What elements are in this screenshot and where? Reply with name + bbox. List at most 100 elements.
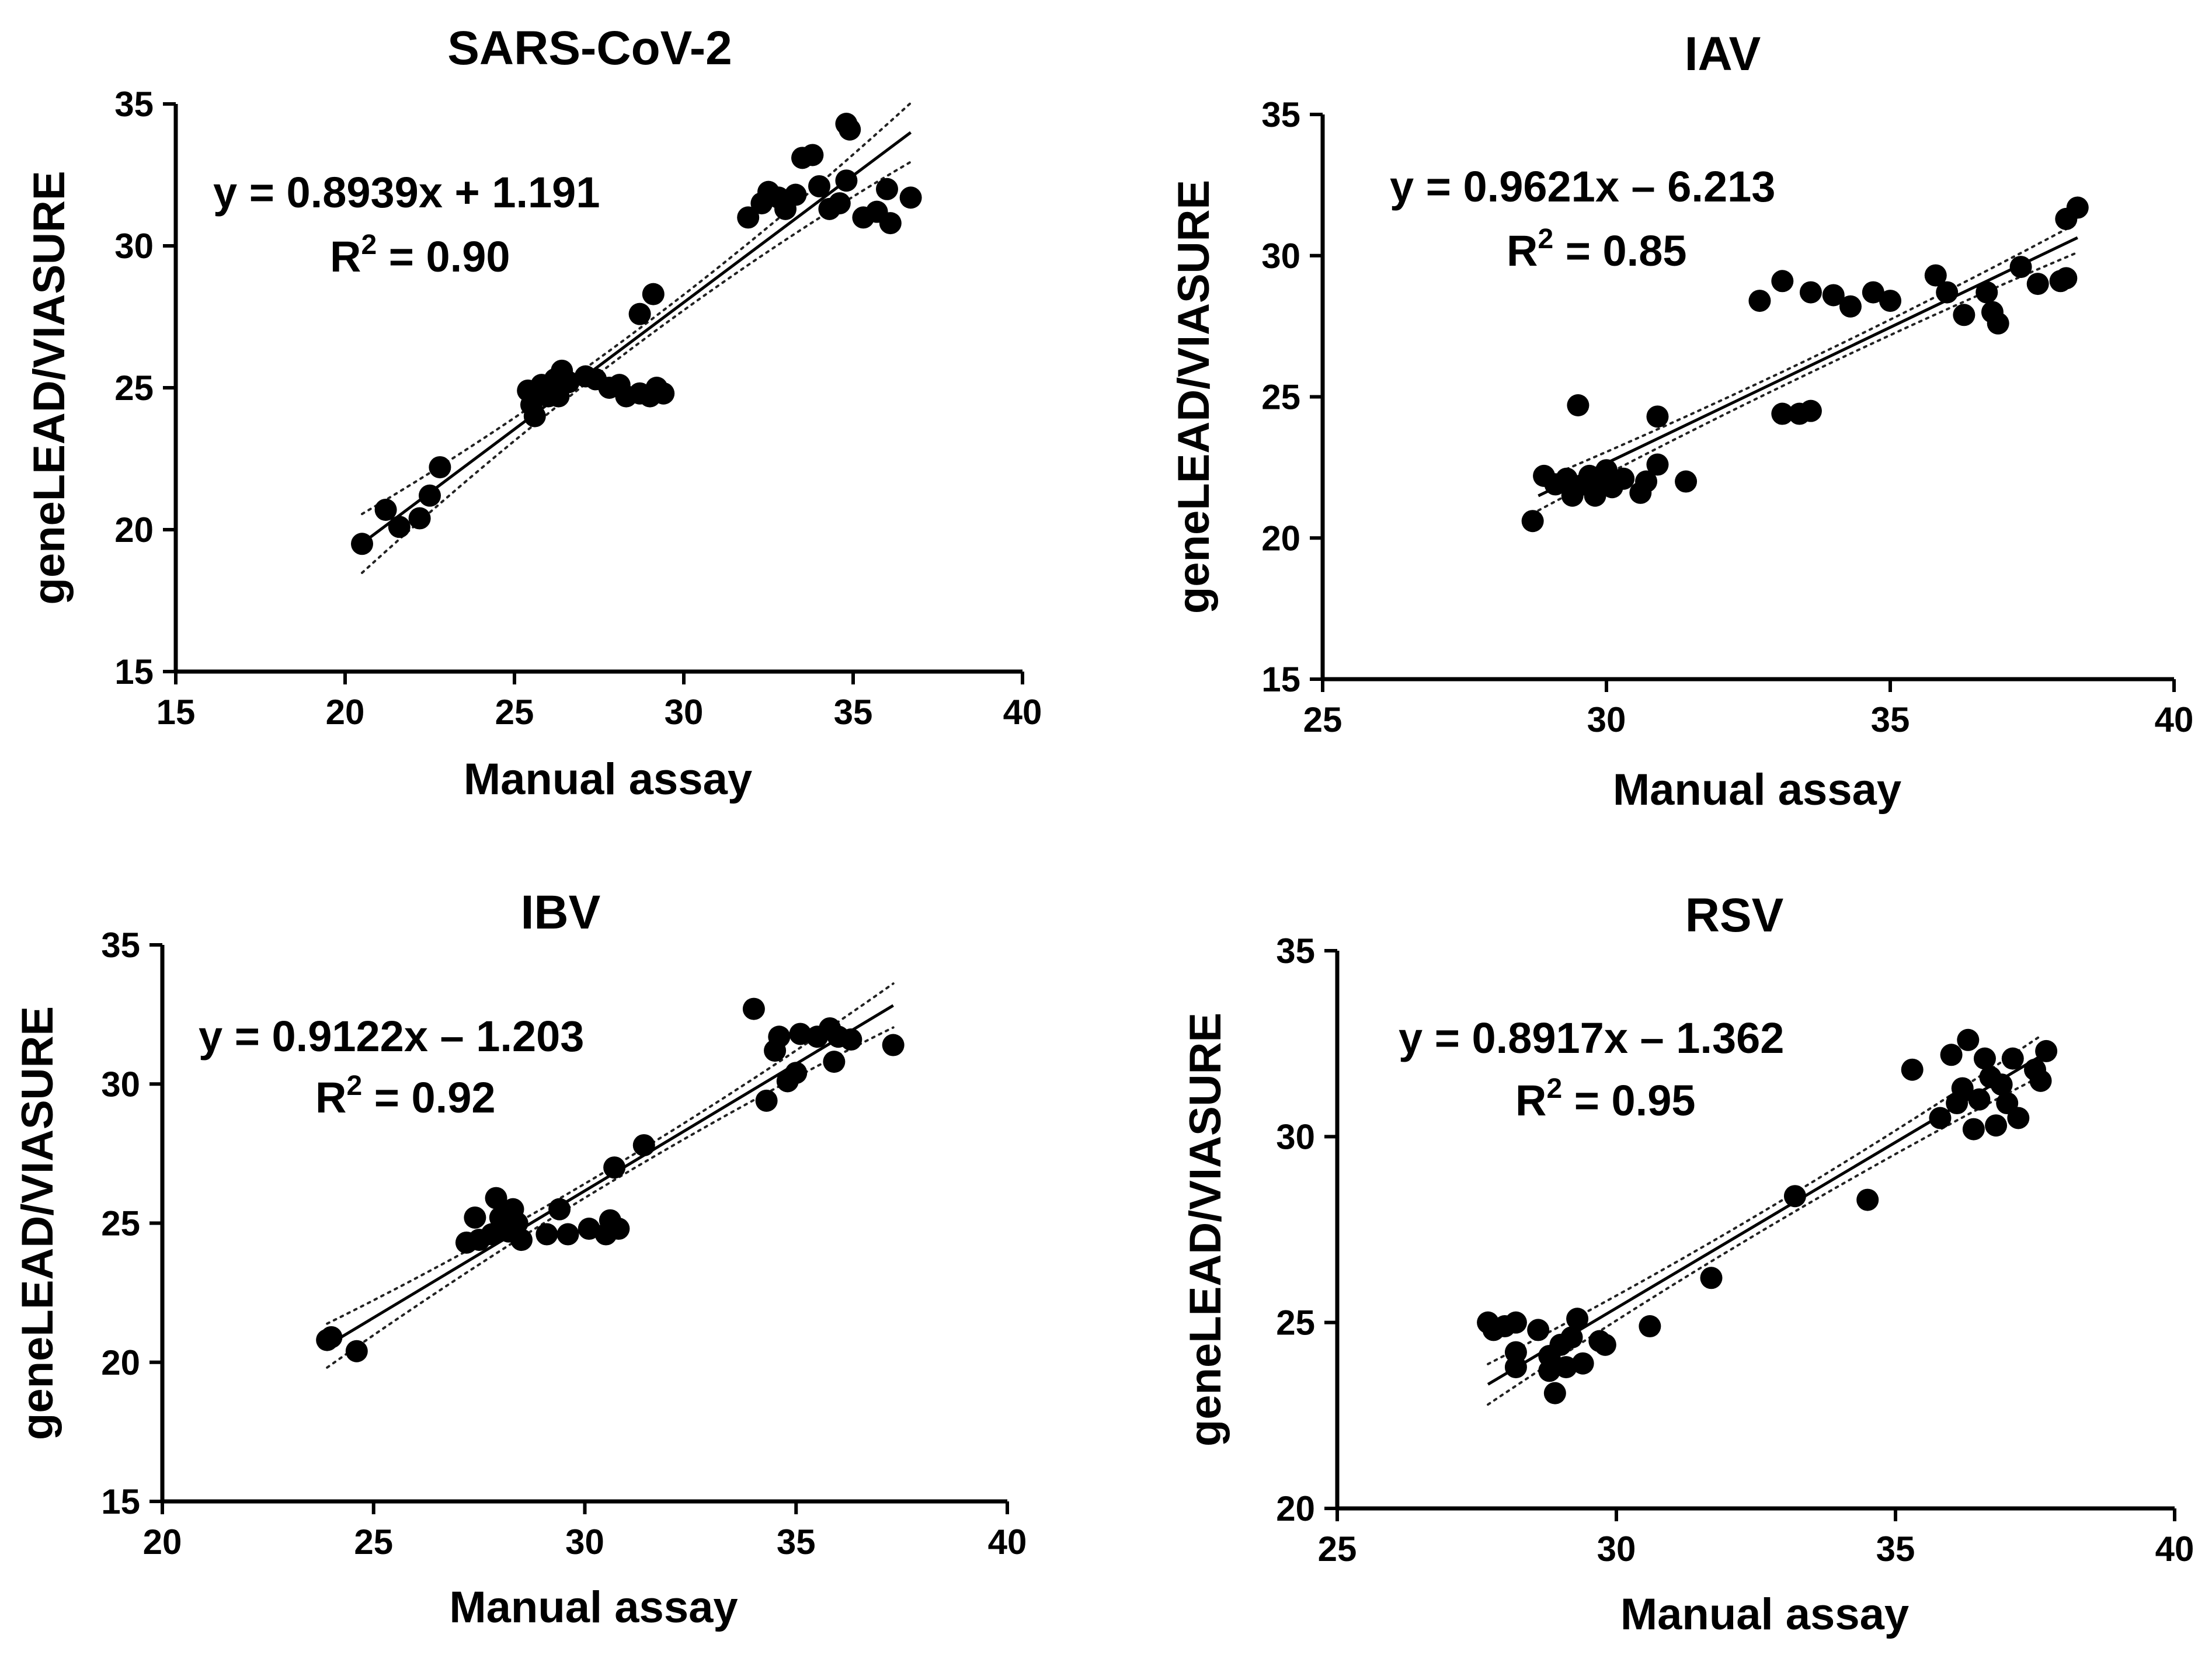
x-tick-label: 20 [326,693,365,732]
chart-title: IAV [1685,27,1761,81]
data-point [1987,312,2009,335]
y-tick-label: 30 [1276,1117,1315,1156]
data-point [642,283,665,305]
x-tick-label: 30 [565,1522,604,1562]
data-point [374,498,397,521]
y-tick-label: 25 [101,1204,140,1243]
data-point [1527,1319,1550,1341]
data-point [789,1023,812,1045]
data-point [1985,1114,2008,1137]
data-point [1953,304,1976,326]
data-point [1675,470,1698,493]
data-point [1646,453,1669,476]
data-point [1990,1073,2013,1096]
r-squared-label: R2 = 0.85 [1507,224,1687,275]
y-tick-label: 20 [101,1343,140,1382]
data-point [839,118,861,141]
data-point [429,456,451,479]
data-point [578,1218,600,1240]
x-tick-label: 30 [665,693,704,732]
r-squared-symbol: R [315,1073,346,1122]
x-tick-label: 35 [834,693,873,732]
chart-title: SARS-CoV-2 [447,22,732,75]
data-point [557,371,580,394]
data-point [840,1028,862,1051]
data-point [603,1156,626,1179]
data-point [755,1089,778,1112]
y-tick-label: 15 [1261,660,1300,699]
data-point [1748,290,1771,312]
data-point [879,212,902,235]
x-tick-label: 30 [1587,700,1626,739]
data-point [2066,196,2089,219]
data-point [1929,1107,1952,1129]
regression-equation: y = 0.9621x – 6.213 [1390,162,1775,211]
y-tick-label: 30 [114,227,154,266]
data-point [1879,290,1901,312]
data-point [1862,281,1884,304]
data-point [523,405,546,427]
data-point [1951,1077,1974,1100]
data-point [1594,1333,1616,1356]
data-point [548,1198,571,1221]
regression-equation: y = 0.8939x + 1.191 [213,168,600,217]
x-tick-label: 25 [1318,1529,1357,1569]
x-tick-label: 35 [1876,1529,1915,1569]
data-point [1595,459,1618,482]
y-axis-label: geneLEAD/VIASURE [13,1006,62,1440]
data-point [899,186,922,209]
r-squared-label: R2 = 0.90 [330,230,510,281]
data-point [506,1212,528,1235]
chart-title: IBV [521,886,601,939]
x-tick-label: 40 [1003,693,1042,732]
data-point [768,1025,791,1048]
data-point [1560,1326,1583,1349]
confidence-band-upper [326,982,895,1325]
y-tick-label: 25 [1276,1303,1315,1343]
data-point [2001,1047,2024,1070]
data-point [1839,295,1862,318]
x-tick-label: 25 [495,693,534,732]
data-point [2029,1069,2052,1092]
y-axis-label: geneLEAD/VIASURE [1181,1013,1230,1447]
x-tick-label: 40 [988,1522,1027,1562]
x-tick-label: 35 [1871,700,1910,739]
data-point [1856,1188,1879,1211]
data-point [1973,1047,1996,1070]
data-point [1783,1185,1806,1208]
data-point [1799,399,1822,422]
data-point [1976,281,1998,304]
confidence-band-lower [1487,1075,2042,1406]
data-point [2007,1107,2030,1129]
r-squared-symbol: R [1515,1076,1546,1125]
data-point [388,516,411,538]
data-point [481,1223,503,1246]
data-point [607,1218,630,1240]
y-tick-label: 20 [1261,519,1300,558]
y-tick-label: 25 [114,368,154,408]
r-squared-superscript: 2 [361,230,377,260]
r-squared-superscript: 2 [1538,224,1553,255]
data-point [2035,1039,2058,1062]
x-axis-label: Manual assay [449,1583,738,1632]
r-squared-symbol: R [1507,227,1538,275]
y-tick-label: 25 [1261,378,1300,417]
data-point [1504,1311,1527,1334]
r-squared-value: = 0.95 [1562,1076,1695,1125]
x-tick-label: 25 [1303,700,1342,739]
y-tick-label: 35 [1261,95,1300,134]
x-tick-label: 25 [354,1522,393,1562]
x-tick-label: 40 [2155,1529,2194,1569]
data-point [828,192,851,215]
data-point [2026,273,2049,295]
data-point [835,169,858,192]
data-point [557,1223,579,1246]
y-axis-label: geneLEAD/VIASURE [1169,180,1219,614]
r-squared-superscript: 2 [346,1070,362,1101]
data-point [742,997,765,1020]
data-point [1771,270,1794,293]
y-tick-label: 30 [101,1065,140,1104]
confidence-band-upper [1537,221,2079,482]
r-squared-value: = 0.92 [362,1073,495,1122]
